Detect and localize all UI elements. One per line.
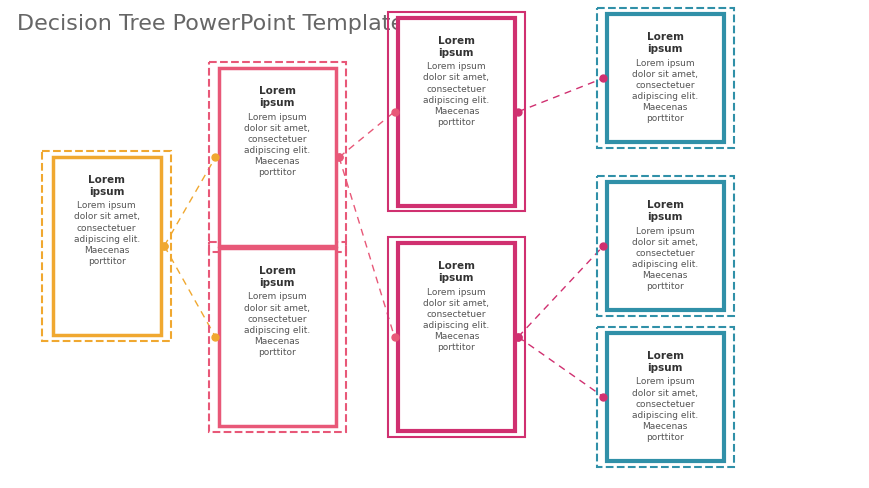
Bar bbox=[606, 15, 723, 143]
Text: Lorem ipsum
dolor sit amet,
consectetuer
adipiscing elit.
Maecenas
porttitor: Lorem ipsum dolor sit amet, consectetuer… bbox=[422, 287, 489, 351]
Bar bbox=[397, 19, 514, 206]
Bar bbox=[596, 177, 733, 316]
Text: Lorem
ipsum: Lorem ipsum bbox=[258, 265, 295, 287]
Text: Lorem ipsum
dolor sit amet,
consectetuer
adipiscing elit.
Maecenas
porttitor: Lorem ipsum dolor sit amet, consectetuer… bbox=[422, 62, 489, 127]
Bar bbox=[596, 9, 733, 148]
Text: Lorem
ipsum: Lorem ipsum bbox=[437, 261, 474, 282]
Text: Lorem ipsum
dolor sit amet,
consectetuer
adipiscing elit.
Maecenas
porttitor: Lorem ipsum dolor sit amet, consectetuer… bbox=[74, 201, 140, 265]
Text: Lorem ipsum
dolor sit amet,
consectetuer
adipiscing elit.
Maecenas
porttitor: Lorem ipsum dolor sit amet, consectetuer… bbox=[244, 292, 310, 356]
Bar bbox=[43, 152, 171, 341]
Bar bbox=[52, 158, 161, 335]
Bar bbox=[209, 243, 346, 432]
Text: Lorem
ipsum: Lorem ipsum bbox=[646, 350, 683, 372]
Bar bbox=[219, 248, 335, 426]
Bar bbox=[388, 13, 524, 212]
Bar bbox=[388, 238, 524, 437]
Bar bbox=[397, 244, 514, 431]
Bar bbox=[209, 63, 346, 253]
Text: Lorem ipsum
dolor sit amet,
consectetuer
adipiscing elit.
Maecenas
porttitor: Lorem ipsum dolor sit amet, consectetuer… bbox=[632, 226, 698, 290]
Text: Lorem ipsum
dolor sit amet,
consectetuer
adipiscing elit.
Maecenas
porttitor: Lorem ipsum dolor sit amet, consectetuer… bbox=[244, 113, 310, 177]
Bar bbox=[596, 327, 733, 467]
Text: Decision Tree PowerPoint Template: Decision Tree PowerPoint Template bbox=[17, 15, 404, 34]
Text: Lorem ipsum
dolor sit amet,
consectetuer
adipiscing elit.
Maecenas
porttitor: Lorem ipsum dolor sit amet, consectetuer… bbox=[632, 377, 698, 441]
Text: Lorem
ipsum: Lorem ipsum bbox=[258, 86, 295, 108]
Bar bbox=[606, 183, 723, 310]
Text: Lorem
ipsum: Lorem ipsum bbox=[437, 36, 474, 58]
Text: Lorem ipsum
dolor sit amet,
consectetuer
adipiscing elit.
Maecenas
porttitor: Lorem ipsum dolor sit amet, consectetuer… bbox=[632, 59, 698, 123]
Bar bbox=[219, 69, 335, 247]
Text: Lorem
ipsum: Lorem ipsum bbox=[646, 32, 683, 54]
Text: Lorem
ipsum: Lorem ipsum bbox=[88, 175, 125, 196]
Text: Lorem
ipsum: Lorem ipsum bbox=[646, 200, 683, 222]
Bar bbox=[606, 333, 723, 461]
